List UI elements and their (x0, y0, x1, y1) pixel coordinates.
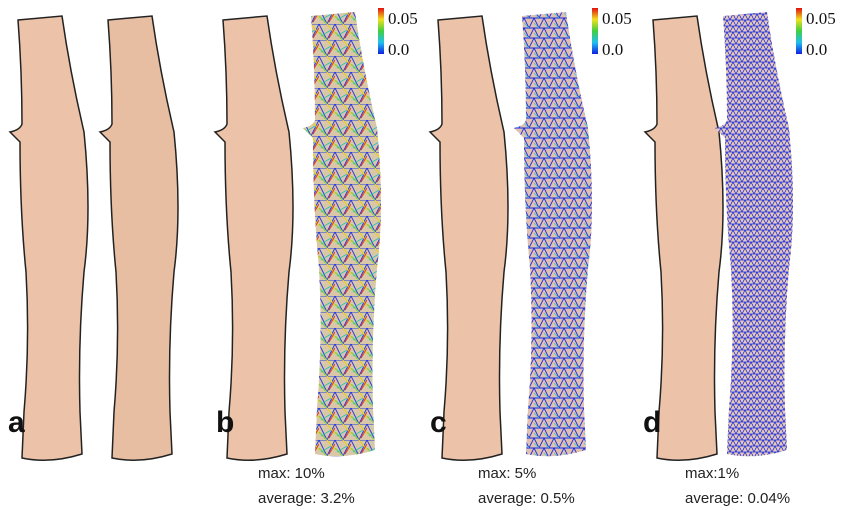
garment (429, 15, 509, 461)
colorbar (796, 8, 802, 54)
garment (214, 15, 294, 461)
panel-a: a (8, 15, 179, 461)
colorbar-min: 0.0 (388, 40, 409, 59)
mesh-garment (715, 12, 793, 457)
panel-b: 0.05 0.0 b max: 10% average: 3.2% (214, 8, 418, 507)
colorbar (378, 8, 384, 54)
panel-c: 0.05 0.0 c max: 5% average: 0.5% (429, 8, 632, 507)
colorbar-min: 0.0 (806, 40, 827, 59)
garment (644, 15, 724, 461)
colorbar-max: 0.05 (602, 9, 632, 28)
panel-d: 0.05 0.0 d max:1% average: 0.04% (643, 8, 836, 507)
panel-label: c (430, 406, 447, 439)
stat-average: average: 0.5% (478, 490, 575, 507)
garment (9, 15, 89, 461)
colorbar-min: 0.0 (602, 40, 623, 59)
colorbar-max: 0.05 (388, 9, 418, 28)
panel-label: d (643, 406, 661, 439)
stat-average: average: 3.2% (258, 490, 355, 507)
stat-max: max: 5% (478, 465, 536, 482)
stat-max: max:1% (685, 465, 739, 482)
panel-label: b (216, 406, 234, 439)
panel-label: a (8, 406, 25, 439)
colorbar (592, 8, 598, 54)
mesh-garment (303, 12, 381, 457)
stat-max: max: 10% (258, 465, 325, 482)
mesh-garment (514, 12, 592, 457)
garment (99, 15, 179, 461)
stat-average: average: 0.04% (685, 490, 790, 507)
colorbar-max: 0.05 (806, 9, 836, 28)
